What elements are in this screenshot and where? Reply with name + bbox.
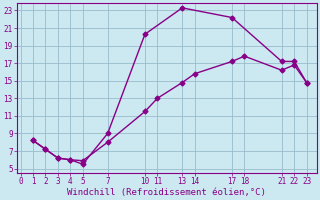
X-axis label: Windchill (Refroidissement éolien,°C): Windchill (Refroidissement éolien,°C) <box>67 188 266 197</box>
